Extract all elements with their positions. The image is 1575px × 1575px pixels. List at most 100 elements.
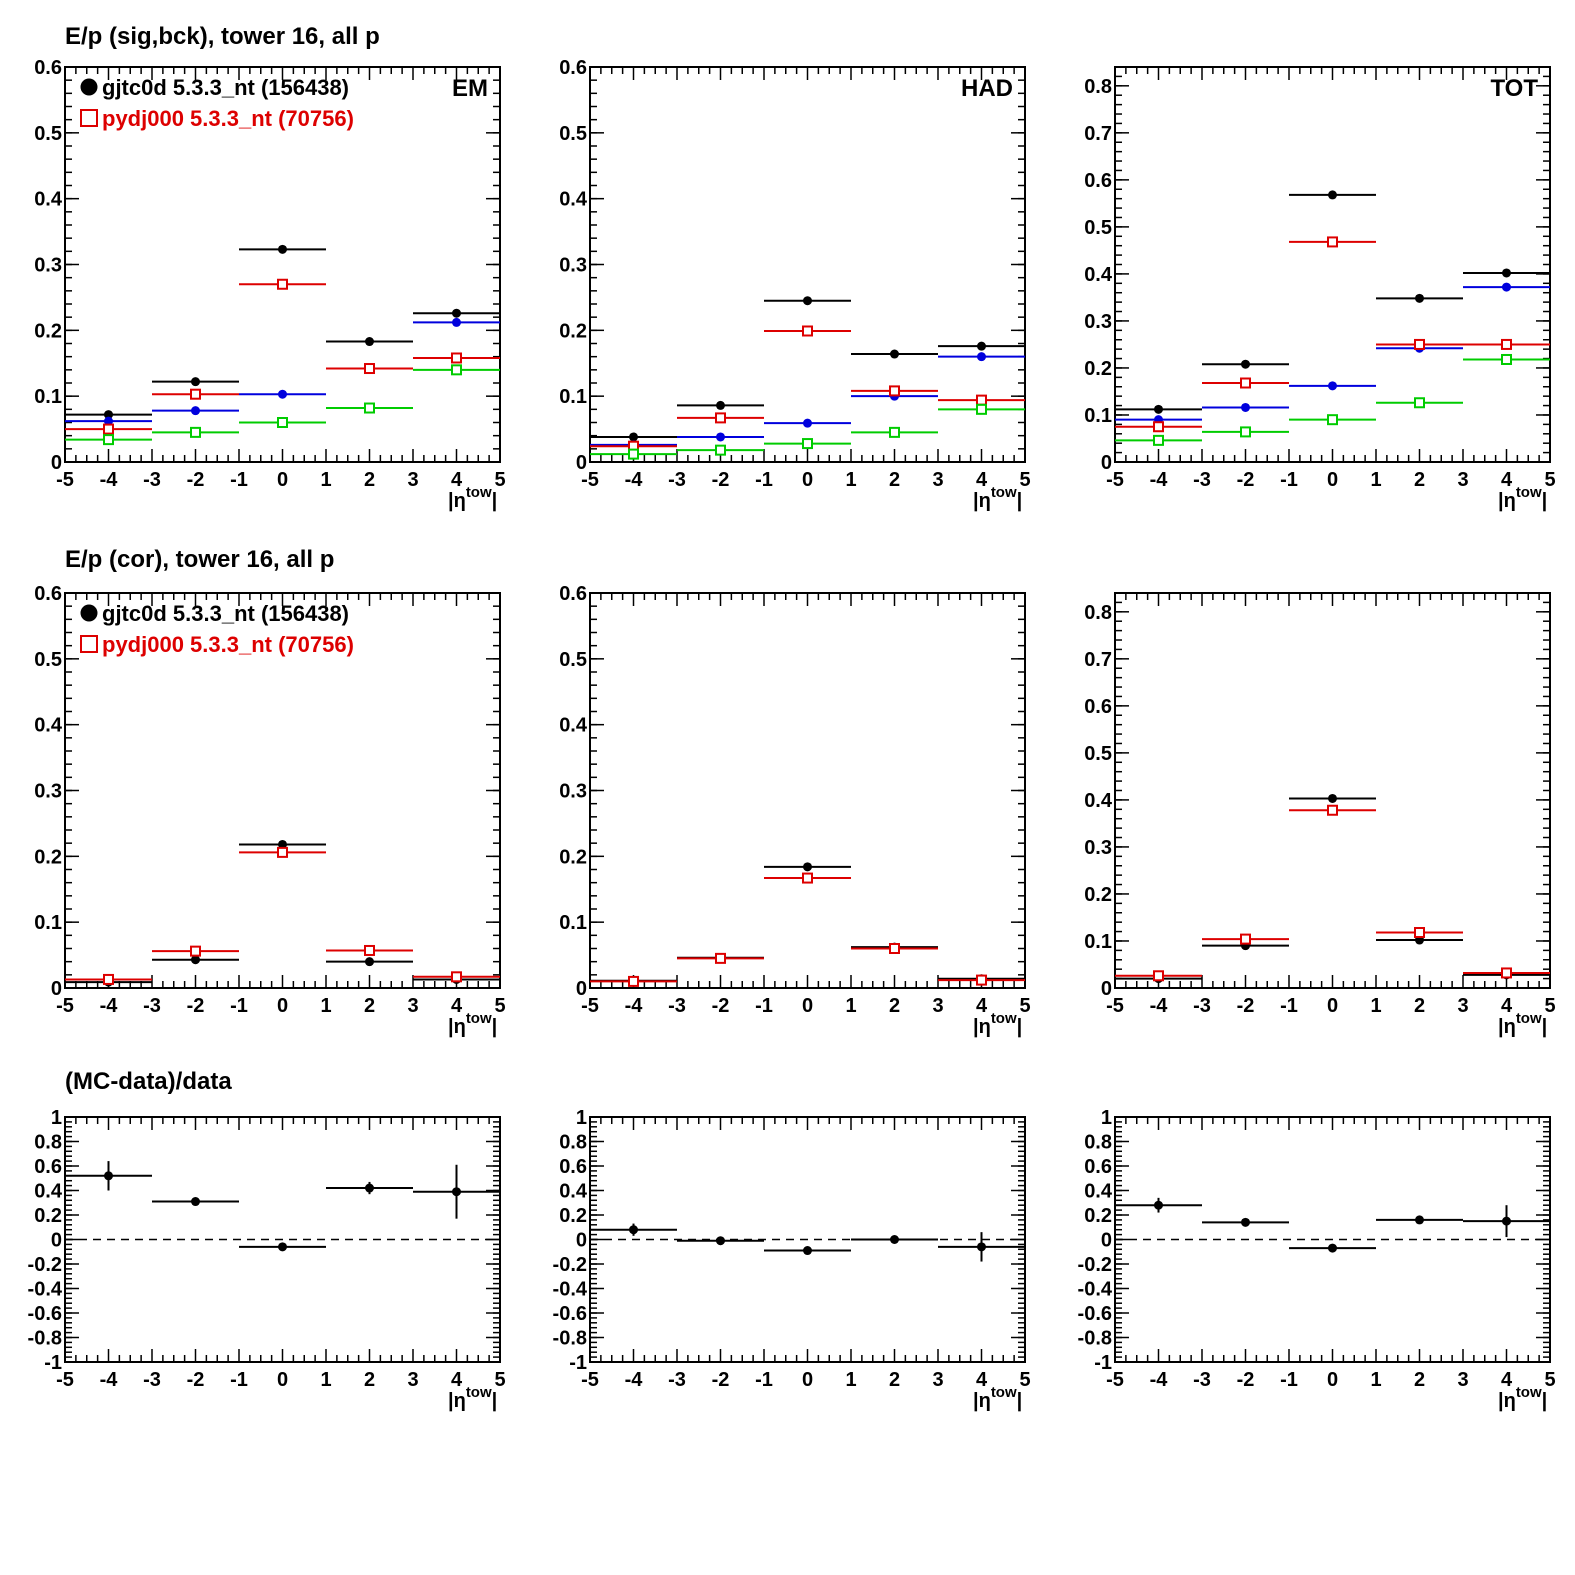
panel-0-0-xtick-label: -3 <box>143 469 161 491</box>
panel-2-1-ytick-label: 0.4 <box>559 1181 588 1203</box>
panel-2-1-xlabel: |ηtow| <box>973 1384 1022 1412</box>
panel-0-0-xtick-label: 3 <box>407 469 418 491</box>
panel-2-1-ytick-label: -0.8 <box>553 1328 587 1350</box>
panel-0-2-ytick-label: 0.1 <box>1084 405 1112 427</box>
panel-1-2-xlabel: |ηtow| <box>1498 1010 1547 1038</box>
panel-1-2-xtick-label: 5 <box>1544 995 1555 1017</box>
panel-0-2-series-2-point-4 <box>1501 338 1512 350</box>
panel-2-2-xtick-label: 2 <box>1414 1369 1425 1391</box>
panel-1-1-ytick-label: 0.3 <box>559 781 587 803</box>
panel-0-1-xtick-label: 0 <box>802 469 813 491</box>
panel-2-0-xtick-label: 1 <box>320 1369 331 1391</box>
panel-0-1-series-0-point-4 <box>977 341 986 351</box>
panel-2-1-series-0-point-2 <box>803 1246 812 1256</box>
panel-0-2-series-0-point-1 <box>1241 359 1250 369</box>
panel-2-0-xtick-label: -1 <box>230 1369 248 1391</box>
panel-0-2-xtick-label: 5 <box>1544 469 1555 491</box>
panel-2-2-xtick-label: 1 <box>1370 1369 1381 1391</box>
panel-2-2-xtick-label: -1 <box>1280 1369 1298 1391</box>
panel-2-1-xtick-label: -1 <box>755 1369 773 1391</box>
panel-1-2: -5 -4 -3 -2 -1 0 1 2 3 4 5 0 0.1 0.2 0.3 0.4 0.5 0.6 0.7 0.… <box>1084 592 1556 1038</box>
panel-0-1-series-1-point-1 <box>716 432 725 442</box>
panel-0-0-series-1-point-1 <box>191 406 200 416</box>
panel-2-0-ytick-label: -0.4 <box>28 1279 63 1301</box>
panel-1-1-ytick-label: 0.2 <box>559 846 587 868</box>
panel-2-2-xtick-label: -2 <box>1237 1369 1255 1391</box>
panel-1-1-xtick-label: 0 <box>802 995 813 1017</box>
panels: -5 -4 -3 -2 -1 0 1 2 3 4 500.10.20.30.40.50.6|ηtow… <box>28 57 1556 1412</box>
panel-1-0-xtick-label: -1 <box>230 995 248 1017</box>
panel-1-0-xtick-label: 2 <box>364 995 375 1017</box>
panel-0-2-series-3 <box>1115 353 1550 446</box>
panel-0-2-series-2-point-0 <box>1153 421 1164 433</box>
panel-0-2-xtick-label: -3 <box>1193 469 1211 491</box>
panel-0-1-series-0-point-3 <box>890 349 899 359</box>
panel-1-1-series-1-point-2 <box>802 872 813 884</box>
panel-2-0-xlabel-close: | <box>492 1390 498 1412</box>
panel-2-2-ytick-label: 0.6 <box>1084 1156 1112 1178</box>
panel-0-0-series-0-point-3 <box>365 337 374 347</box>
panel-1-1-series-1-point-0 <box>628 975 639 987</box>
panel-2-2-xlabel-sup: tow <box>1516 1384 1542 1401</box>
panel-0-1-ytick-label: 0.5 <box>559 123 587 145</box>
panel-1-2-xtick-label: 4 <box>1501 995 1513 1017</box>
panel-0-2-ytick-label: 0.4 <box>1084 264 1113 286</box>
panel-1-2-series-1-point-0 <box>1153 970 1164 982</box>
panel-0-2-series-2-point-2 <box>1327 236 1338 248</box>
panel-1-0-series-0-point-3 <box>365 957 374 967</box>
panel-0-0-series-2-point-4 <box>451 352 462 364</box>
panel-1-0-xtick-label: -4 <box>100 995 119 1017</box>
panel-0-0: -5 -4 -3 -2 -1 0 1 2 3 4 5 0 0.1 0.2 0.3 0.4 0.5 0.6 |ηtow… <box>34 57 505 512</box>
panel-1-2-xtick-label: -4 <box>1150 995 1169 1017</box>
panel-0-1-ytick-label: 0.1 <box>559 386 587 408</box>
panel-2-2-xtick-label: 5 <box>1544 1369 1555 1391</box>
panel-2-0-xlabel-base: |η <box>448 1390 466 1412</box>
panel-2-2-ytick-label: -1 <box>1094 1352 1112 1374</box>
panel-0-1-series-2-point-3 <box>889 385 900 397</box>
panel-0-1-series-3-point-0 <box>628 448 639 460</box>
panel-1-0-series-1-point-2 <box>277 846 288 858</box>
panel-1-1-ytick-label: 0.4 <box>559 715 588 737</box>
panel-1-1-xlabel-sup: tow <box>991 1010 1017 1027</box>
panel-0-0-series-3-point-0 <box>103 434 114 446</box>
panel-2-1-xtick-label: -5 <box>581 1369 599 1391</box>
panel-1-2-xtick-label: 3 <box>1457 995 1468 1017</box>
panel-0-1-xtick-label: 2 <box>889 469 900 491</box>
panel-2-2-series-0-point-0 <box>1154 1200 1163 1210</box>
panel-1-0-xtick-label: -5 <box>56 995 74 1017</box>
panel-0-1-xtick-label: -4 <box>625 469 644 491</box>
panel-1-1-xlabel-close: | <box>1017 1016 1023 1038</box>
panel-2-1-xtick-label: 2 <box>889 1369 900 1391</box>
panel-0-1-series-0-point-1 <box>716 400 725 410</box>
panel-0-1-series-0-point-2 <box>803 296 812 306</box>
panel-2-2-ytick-label: 0.2 <box>1084 1205 1112 1227</box>
panel-1-2-ytick-label: 0.8 <box>1084 602 1112 624</box>
panel-1-1-xtick-label: -1 <box>755 995 773 1017</box>
panel-0-2-series-0 <box>1115 190 1550 414</box>
panel-0-1-corner-label: HAD <box>961 75 1013 102</box>
panel-2-0-xtick-label: 3 <box>407 1369 418 1391</box>
panel-0-1-ytick-label: 0.2 <box>559 320 587 342</box>
panel-0-0-series-3-point-2 <box>277 417 288 428</box>
panel-0-2-ytick-label: 0.2 <box>1084 358 1112 380</box>
panel-0-2-series-3-point-3 <box>1414 397 1425 409</box>
panel-2-1-series-0-point-3 <box>890 1235 899 1244</box>
panel-1-2-series-1-point-3 <box>1414 927 1425 939</box>
panel-0-1-xtick-label: -2 <box>712 469 730 491</box>
panel-2-2-ytick-label: -0.4 <box>1078 1279 1113 1301</box>
panel-2-1-xtick-label: 4 <box>976 1369 988 1391</box>
panel-1-1-series-1-point-3 <box>889 943 900 954</box>
panel-2-0-xtick-label: -3 <box>143 1369 161 1391</box>
panel-0-1-series-3-point-2 <box>802 438 813 450</box>
panel-0-2-ytick-label: 0.7 <box>1084 123 1112 145</box>
panel-1-0-series-1-point-0 <box>103 973 114 985</box>
panel-0-2-xlabel: |ηtow| <box>1498 484 1547 512</box>
panel-1-2-xlabel-sup: tow <box>1516 1010 1542 1027</box>
panel-1-2-xtick-label: 2 <box>1414 995 1425 1017</box>
panel-1-0-xtick-label: 5 <box>494 995 505 1017</box>
panel-2-1-ytick-label: -0.6 <box>553 1303 587 1325</box>
panel-2-1-xtick-label: 1 <box>845 1369 856 1391</box>
panel-0-0-series-3-point-1 <box>190 426 201 438</box>
panel-2-0-ytick-label: 0.4 <box>34 1181 63 1203</box>
panel-0-1-xtick-label: 1 <box>845 469 856 491</box>
